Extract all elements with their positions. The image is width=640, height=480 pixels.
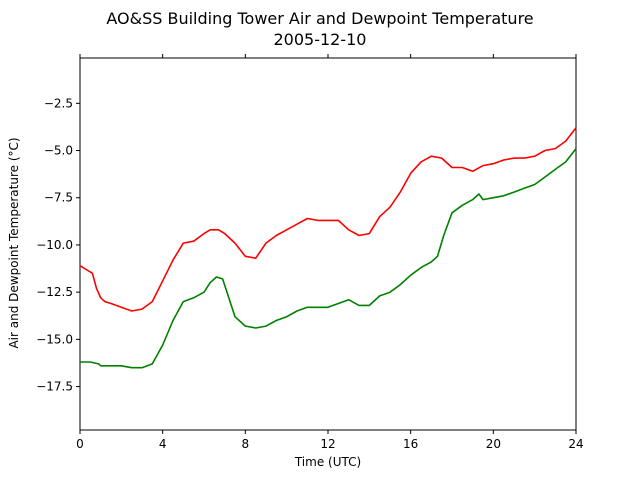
x-tick-label: 16: [403, 437, 418, 451]
x-tick-label: 20: [486, 437, 501, 451]
plot-area: [79, 57, 577, 431]
x-axis-ticks: 0 4 8 12 16 20 24: [76, 54, 584, 451]
chart-subtitle: 2005-12-10: [274, 30, 367, 49]
y-axis-label: Air and Dewpoint Temperature (°C): [7, 137, 21, 348]
y-tick-label: −12.5: [36, 285, 73, 299]
x-axis-label: Time (UTC): [294, 455, 361, 469]
y-tick-label: −5.0: [44, 144, 73, 158]
y-tick-label: −17.5: [36, 380, 73, 394]
y-tick-label: −10.0: [36, 238, 73, 252]
x-tick-label: 12: [320, 437, 335, 451]
y-tick-label: −2.5: [44, 96, 73, 110]
x-tick-label: 0: [76, 437, 84, 451]
series-line-2: [80, 148, 577, 369]
x-tick-label: 8: [242, 437, 250, 451]
series-line-1: [79, 127, 577, 312]
series-layer: [79, 127, 577, 369]
y-axis-ticks: −2.5 −5.0 −7.5 −10.0 −12.5 −15.0 −17.5: [36, 96, 80, 394]
y-tick-label: −15.0: [36, 332, 73, 346]
x-tick-label: 4: [159, 437, 167, 451]
x-tick-label: 24: [568, 437, 583, 451]
plot-frame: [79, 57, 577, 431]
chart-title: AO&SS Building Tower Air and Dewpoint Te…: [106, 9, 533, 28]
y-tick-label: −7.5: [44, 191, 73, 205]
